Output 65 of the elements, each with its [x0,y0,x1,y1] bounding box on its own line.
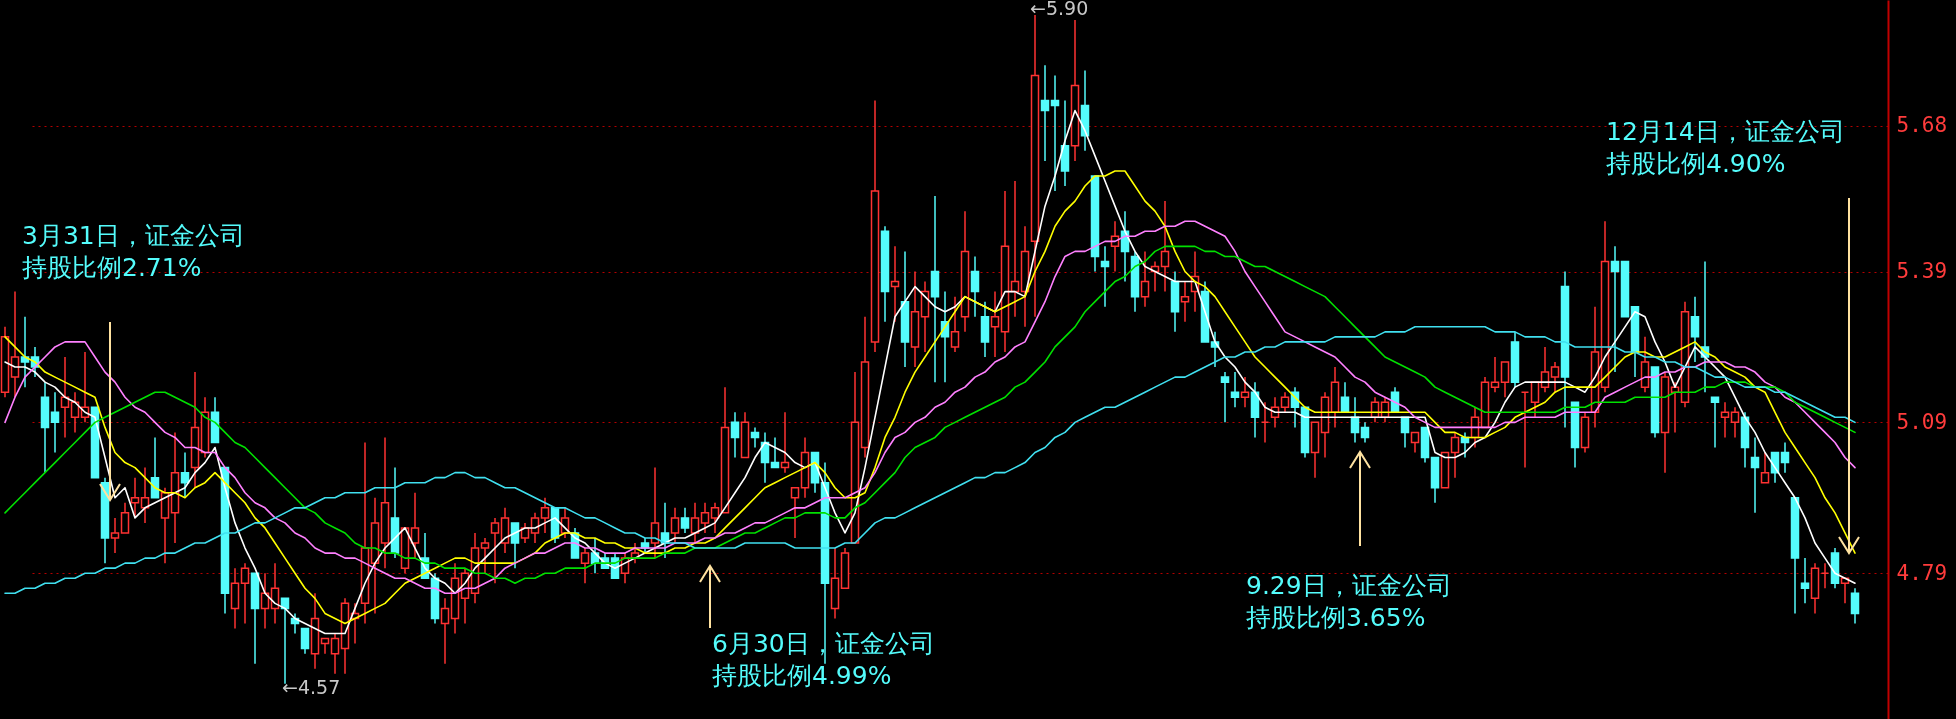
candlestick [300,627,310,655]
candlestick [140,466,150,524]
annotation: 6月30日，证金公司持股比例4.99% [712,629,935,690]
candlestick [440,597,450,665]
candlestick [330,632,340,675]
candlestick [1410,431,1420,454]
candlestick [1240,376,1250,409]
candlestick [60,356,70,439]
candlestick [970,255,980,318]
candlestick [490,517,500,584]
candlestick [50,391,60,454]
candlestick [1280,391,1290,414]
candlestick [1610,245,1620,373]
candlestick [580,547,590,584]
candlestick [480,537,490,574]
candlestick [1760,451,1770,484]
candlestick [1100,245,1110,308]
candlestick [750,426,760,449]
annotation: ←4.57 [282,676,341,698]
candlestick [1180,280,1190,323]
y-tick-label: 4.79 [1896,560,1948,585]
y-tick-label: 5.68 [1896,113,1948,138]
candlestick [1450,431,1460,479]
annotation: 9.29日，证金公司持股比例3.65% [1246,571,1452,632]
candlestick [1710,396,1720,449]
candlestick [120,502,130,534]
candlestick [1800,557,1810,605]
candlestick [1730,406,1740,439]
candlestick [150,436,160,499]
candlestick [110,517,120,554]
candlestick [1690,295,1700,363]
candlestick [1720,401,1730,439]
candlestick [1040,64,1050,162]
candlestick [1360,421,1370,444]
y-tick-label: 5.39 [1896,259,1948,284]
annotation: ←5.90 [1030,0,1089,19]
candlestick [710,502,720,534]
candlestick [240,562,250,625]
candlestick [680,507,690,534]
candlestick [1220,371,1230,424]
candlestick [1500,361,1510,398]
candlestick [770,436,780,469]
candlestick [1160,200,1170,293]
candlestick [950,295,960,353]
candlestick [1750,436,1760,514]
candlestick [540,497,550,534]
annotation: 3月31日，证金公司持股比例2.71% [22,221,245,282]
y-tick-label: 5.09 [1896,409,1948,434]
candlestick [990,290,1000,358]
candlestick [790,486,800,539]
candlestick [1050,74,1060,192]
candlestick [1850,587,1860,625]
candlestick [780,411,790,474]
candlestick [1230,371,1240,409]
candlestick [410,491,420,559]
candlestick [700,502,710,534]
candlestick [130,476,140,519]
candlestick [1780,441,1790,474]
candlestick [890,245,900,323]
candlestick [730,411,740,459]
candlestick [670,507,680,544]
annotation: 12月14日，证金公司持股比例4.90% [1606,117,1845,178]
candlestick [1140,250,1150,308]
candlestick [1490,356,1500,393]
candlestick [1550,361,1560,393]
